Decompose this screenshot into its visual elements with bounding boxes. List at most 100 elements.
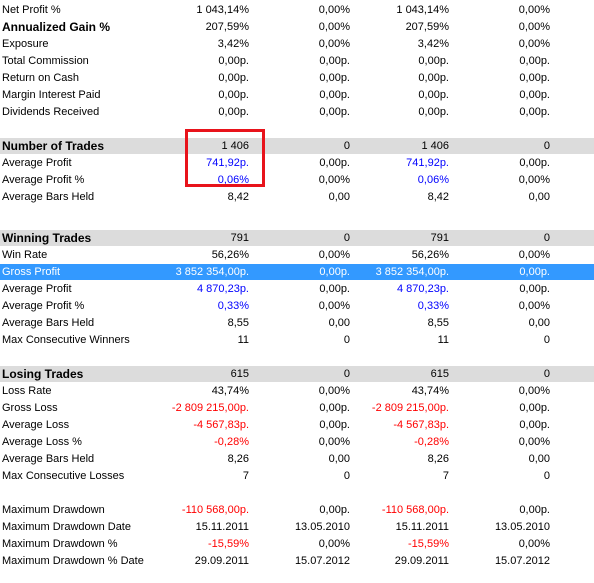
metric-row-maximum-drawdown-pct[interactable]: Maximum Drawdown % -15,59% 0,00% -15,59% 0,0… [0, 536, 594, 552]
metric-row-average-bars-held[interactable]: Average Bars Held 8,26 0,00 8,26 0,00 [0, 451, 594, 467]
value-cell-col3: 0,06% [417, 174, 449, 186]
value-cell-col1: -4 567,83p. [193, 419, 249, 431]
value-cell-col4: 0,00p. [519, 402, 550, 414]
metric-label: Average Loss [2, 419, 70, 431]
metric-label: Gross Profit [2, 266, 61, 278]
metric-row-max-consecutive-winners[interactable]: Max Consecutive Winners 11 0 11 0 [0, 332, 594, 348]
metric-row-maximum-drawdown[interactable]: Maximum Drawdown -110 568,00p. 0,00p. -110 … [0, 502, 594, 518]
value-cell-col4: 0,00p. [519, 504, 550, 516]
metric-label: Max Consecutive Winners [2, 334, 130, 346]
value-cell-col2: 0,00p. [319, 504, 350, 516]
value-cell-col2: 0,00p. [319, 157, 350, 169]
value-cell-col3: 0,00p. [418, 106, 449, 118]
metric-label: Number of Trades [2, 139, 105, 153]
value-cell-col1: 8,55 [227, 317, 249, 329]
value-cell-col2: 0 [343, 470, 350, 482]
value-cell-col4: 0,00% [518, 38, 550, 50]
value-cell-col2: 0,00% [318, 436, 350, 448]
value-cell-col1: 15.11.2011 [195, 521, 249, 533]
value-cell-col4: 0,00% [518, 300, 550, 312]
metric-row-annualized-gain-pct[interactable]: Annualized Gain % 207,59% 0,00% 207,59% 0,00… [0, 19, 594, 35]
value-cell-col1: 1 406 [221, 140, 249, 152]
metric-row-loss-rate[interactable]: Loss Rate 43,74% 0,00% 43,74% 0,00% [0, 383, 594, 399]
metric-row-return-on-cash[interactable]: Return on Cash 0,00p. 0,00p. 0,00p. 0,00p. [0, 70, 594, 86]
value-cell-col3: -110 568,00p. [381, 504, 449, 516]
value-cell-col2: 0,00p. [319, 402, 350, 414]
value-cell-col1: -0,28% [214, 436, 249, 448]
metric-row-dividends-received[interactable]: Dividends Received 0,00p. 0,00p. 0,00p. 0,00… [0, 104, 594, 120]
metric-label: Total Commission [2, 55, 89, 67]
value-cell-col3: 0,33% [417, 300, 449, 312]
metric-row-average-profit-pct[interactable]: Average Profit % 0,33% 0,00% 0,33% 0,00% [0, 298, 594, 314]
metric-row-maximum-drawdown-pct-date[interactable]: Maximum Drawdown % Date 29.09.2011 15.07.2… [0, 553, 594, 569]
value-cell-col4: 0,00p. [519, 419, 550, 431]
metric-label: Win Rate [2, 249, 48, 261]
value-cell-col3: 29.09.2011 [394, 555, 449, 567]
value-cell-col2: 0,00 [328, 453, 350, 465]
value-cell-col2: 0,00 [328, 317, 350, 329]
metric-row-average-bars-held[interactable]: Average Bars Held 8,42 0,00 8,42 0,00 [0, 189, 594, 205]
value-cell-col3: 8,55 [427, 317, 449, 329]
metric-row-average-profit[interactable]: Average Profit 4 870,23p. 0,00p. 4 870,23p.… [0, 281, 594, 297]
metric-row-exposure[interactable]: Exposure 3,42% 0,00% 3,42% 0,00% [0, 36, 594, 52]
value-cell-col4: 0,00p. [519, 106, 550, 118]
value-cell-col4: 0,00 [528, 453, 550, 465]
value-cell-col4: 0 [543, 470, 550, 482]
metric-row-average-bars-held[interactable]: Average Bars Held 8,55 0,00 8,55 0,00 [0, 315, 594, 331]
value-cell-col3: 3 852 354,00p. [375, 266, 449, 278]
section-row-number-of-trades[interactable]: Number of Trades 1 406 0 1 406 0 [0, 138, 594, 154]
value-cell-col1: 0,33% [217, 300, 249, 312]
value-cell-col3: 7 [442, 470, 449, 482]
metric-row-margin-interest-paid[interactable]: Margin Interest Paid 0,00p. 0,00p. 0,00p. 0,… [0, 87, 594, 103]
metric-row-maximum-drawdown-date[interactable]: Maximum Drawdown Date 15.11.2011 13.05.201… [0, 519, 594, 535]
metric-label: Average Bars Held [2, 191, 95, 203]
value-cell-col2: 0,00p. [319, 72, 350, 84]
value-cell-col4: 0 [543, 368, 550, 380]
section-row-winning-trades[interactable]: Winning Trades 791 0 791 0 [0, 230, 594, 246]
value-cell-col4: 0,00p. [519, 72, 550, 84]
metric-row-total-commission[interactable]: Total Commission 0,00p. 0,00p. 0,00p. 0,00p. [0, 53, 594, 69]
value-cell-col3: 0,00p. [418, 89, 449, 101]
value-cell-col4: 0,00p. [519, 157, 550, 169]
value-cell-col1: 3 852 354,00p. [175, 266, 249, 278]
value-cell-col3: -4 567,83p. [393, 419, 449, 431]
value-cell-col1: 791 [230, 232, 249, 244]
metric-label: Net Profit % [2, 4, 61, 16]
value-cell-col3: 1 406 [421, 140, 449, 152]
metric-row-average-profit-pct[interactable]: Average Profit % 0,06% 0,00% 0,06% 0,00% [0, 172, 594, 188]
metric-row-gross-loss[interactable]: Gross Loss -2 809 215,00p. 0,00p. -2 809 21… [0, 400, 594, 416]
value-cell-col3: 0,00p. [418, 72, 449, 84]
value-cell-col3: 4 870,23p. [397, 283, 449, 295]
value-cell-col1: -2 809 215,00p. [171, 402, 249, 414]
metric-row-win-rate[interactable]: Win Rate 56,26% 0,00% 56,26% 0,00% [0, 247, 594, 263]
value-cell-col4: 0,00% [518, 385, 550, 397]
metric-row-max-consecutive-losses[interactable]: Max Consecutive Losses 7 0 7 0 [0, 468, 594, 484]
value-cell-col3: 615 [430, 368, 449, 380]
value-cell-col1: 11 [237, 334, 249, 346]
section-row-losing-trades[interactable]: Losing Trades 615 0 615 0 [0, 366, 594, 382]
value-cell-col1: 8,42 [227, 191, 249, 203]
metric-row-gross-profit[interactable]: Gross Profit 3 852 354,00p. 0,00p. 3 852 35… [0, 264, 594, 280]
metric-row-average-profit[interactable]: Average Profit 741,92p. 0,00p. 741,92p. 0,00… [0, 155, 594, 171]
metric-row-average-loss-pct[interactable]: Average Loss % -0,28% 0,00% -0,28% 0,00% [0, 434, 594, 450]
value-cell-col3: 1 043,14% [396, 4, 449, 16]
value-cell-col4: 15.07.2012 [494, 555, 550, 567]
value-cell-col4: 0,00% [518, 436, 550, 448]
value-cell-col3: 207,59% [405, 21, 449, 33]
value-cell-col1: 741,92p. [206, 157, 249, 169]
metric-label: Return on Cash [2, 72, 80, 84]
value-cell-col3: 3,42% [417, 38, 449, 50]
value-cell-col2: 0,00% [318, 21, 350, 33]
metric-row-average-loss[interactable]: Average Loss -4 567,83p. 0,00p. -4 567,83p.… [0, 417, 594, 433]
value-cell-col4: 0,00p. [519, 266, 550, 278]
value-cell-col3: 791 [430, 232, 449, 244]
value-cell-col4: 0,00% [518, 21, 550, 33]
value-cell-col3: 741,92p. [406, 157, 449, 169]
value-cell-col4: 0,00 [528, 317, 550, 329]
value-cell-col4: 0,00% [518, 174, 550, 186]
metric-row-net-profit-pct[interactable]: Net Profit % 1 043,14% 0,00% 1 043,14% 0,00% [0, 2, 594, 18]
value-cell-col3: -2 809 215,00p. [371, 402, 449, 414]
value-cell-col2: 15.07.2012 [294, 555, 350, 567]
value-cell-col1: 3,42% [217, 38, 249, 50]
metric-label: Maximum Drawdown [2, 504, 105, 516]
